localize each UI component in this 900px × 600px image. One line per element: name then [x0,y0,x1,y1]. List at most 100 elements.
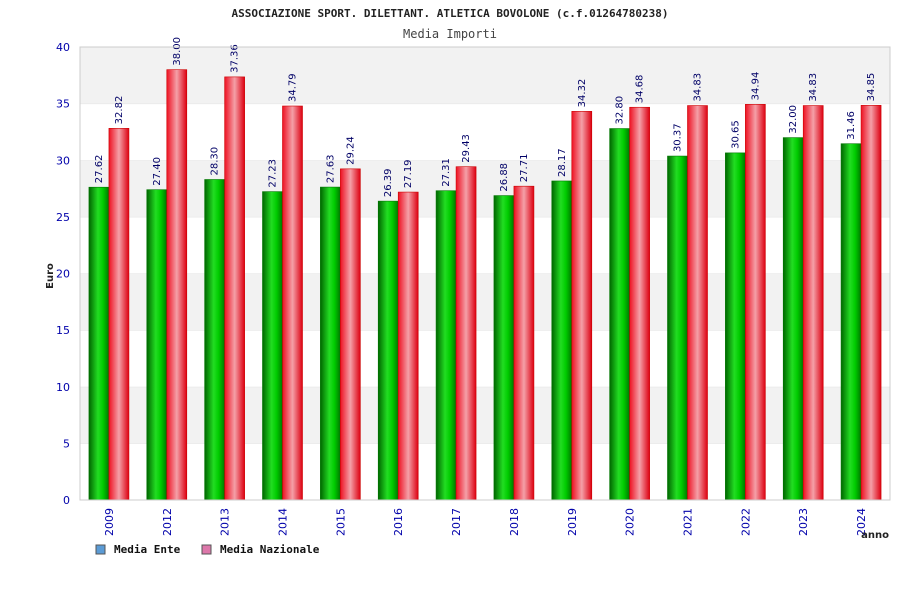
value-label: 31.46 [846,111,857,140]
grid-band [80,386,890,444]
bar-media-nazionale [282,105,303,501]
x-tick-label: 2023 [797,508,810,536]
value-labels: 27.62 32.82 27.40 38.00 28.30 37.36 27.23 34.79… [94,37,877,197]
grid-band [80,160,890,217]
bar-media-ente [551,180,573,501]
y-tick-label: 0 [63,494,70,507]
x-tick-label: 2012 [161,508,174,536]
bar-media-ente [146,189,168,501]
bar-media-nazionale [340,168,361,501]
chart-title: ASSOCIAZIONE SPORT. DILETTANT. ATLETICA … [231,7,668,20]
legend: Media Ente Media Nazionale [95,543,320,556]
value-label: 34.94 [750,72,761,101]
bar-media-nazionale [166,69,188,501]
legend-label-media-nazionale: Media Nazionale [220,543,320,556]
bar-media-nazionale [513,185,535,501]
y-axis-ticks: 0 5 10 15 20 25 30 35 40 [56,41,70,507]
x-tick-label: 2024 [855,508,868,536]
bar-media-nazionale [397,191,419,501]
grid-band [80,47,890,104]
value-label: 32.00 [788,105,799,134]
y-tick-label: 10 [56,381,70,394]
value-label: 34.85 [866,73,877,102]
legend-swatch-media-ente [95,544,106,555]
bar-media-ente [782,137,804,501]
bar-media-nazionale [802,105,824,501]
value-label: 27.62 [94,155,105,184]
bar-media-ente [840,143,862,501]
y-tick-label: 15 [56,324,70,337]
x-tick-label: 2015 [334,508,347,536]
x-tick-label: 2009 [103,508,116,536]
y-tick-label: 35 [56,98,70,111]
value-label: 32.80 [615,96,626,125]
bar-media-ente [609,128,630,501]
value-label: 37.36 [230,44,241,73]
value-label: 27.40 [152,157,163,186]
value-label: 27.31 [441,158,452,187]
value-label: 30.65 [730,120,741,149]
value-label: 27.63 [325,154,336,183]
x-axis-label: anno [861,530,889,541]
y-tick-label: 20 [56,268,70,281]
value-label: 29.24 [345,136,356,165]
y-tick-label: 5 [63,437,70,450]
x-tick-label: 2019 [566,508,579,536]
bar-media-nazionale [687,105,708,501]
x-tick-label: 2022 [739,508,752,536]
value-label: 34.83 [808,73,819,102]
y-axis-label: Euro [45,263,56,289]
y-tick-label: 25 [56,211,70,224]
x-tick-label: 2021 [682,508,695,536]
value-label: 27.23 [268,159,279,188]
bar-media-ente [320,186,341,501]
x-tick-label: 2020 [624,508,637,536]
value-label: 29.43 [461,134,472,163]
legend-label-media-ente: Media Ente [114,543,181,556]
bar-media-nazionale [860,105,882,501]
bars [88,69,882,501]
x-tick-label: 2014 [277,508,290,536]
bar-media-nazionale [745,104,766,501]
bar-media-ente [667,155,688,501]
legend-swatch-media-nazionale [201,544,212,555]
value-label: 27.19 [403,159,414,188]
bar-media-nazionale [571,111,593,501]
x-tick-label: 2017 [450,508,463,536]
bar-media-ente [377,200,399,501]
plot-frame [79,46,891,501]
value-label: 26.39 [383,168,394,197]
value-label: 32.82 [114,96,125,125]
grid-band [80,330,890,387]
y-tick-label: 40 [56,41,70,54]
value-label: 34.79 [288,73,299,102]
bar-media-nazionale [108,128,130,501]
grid-bands [80,46,890,500]
grid-band [80,273,890,331]
bar-media-nazionale [629,106,650,501]
value-label: 30.37 [673,123,684,152]
value-label: 26.88 [499,163,510,192]
bar-media-ente [88,186,110,501]
bar-media-ente [204,179,225,501]
value-label: 28.17 [557,148,568,177]
value-label: 27.71 [519,154,530,183]
bar-media-ente [262,191,283,501]
value-label: 34.68 [635,75,646,104]
grid-band [80,216,890,274]
chart-subtitle: Media Importi [403,27,497,41]
grid-band [80,103,890,161]
x-tick-label: 2016 [392,508,405,536]
bar-media-ente [725,152,746,501]
x-tick-label: 2018 [508,508,521,536]
y-tick-label: 30 [56,154,70,167]
value-label: 34.83 [693,73,704,102]
bar-media-nazionale [224,76,245,501]
value-label: 34.32 [577,79,588,108]
value-label: 28.30 [210,147,221,176]
grid-band [80,443,890,500]
bar-media-ente [493,195,515,501]
value-label: 38.00 [172,37,183,66]
x-tick-label: 2013 [219,508,232,536]
